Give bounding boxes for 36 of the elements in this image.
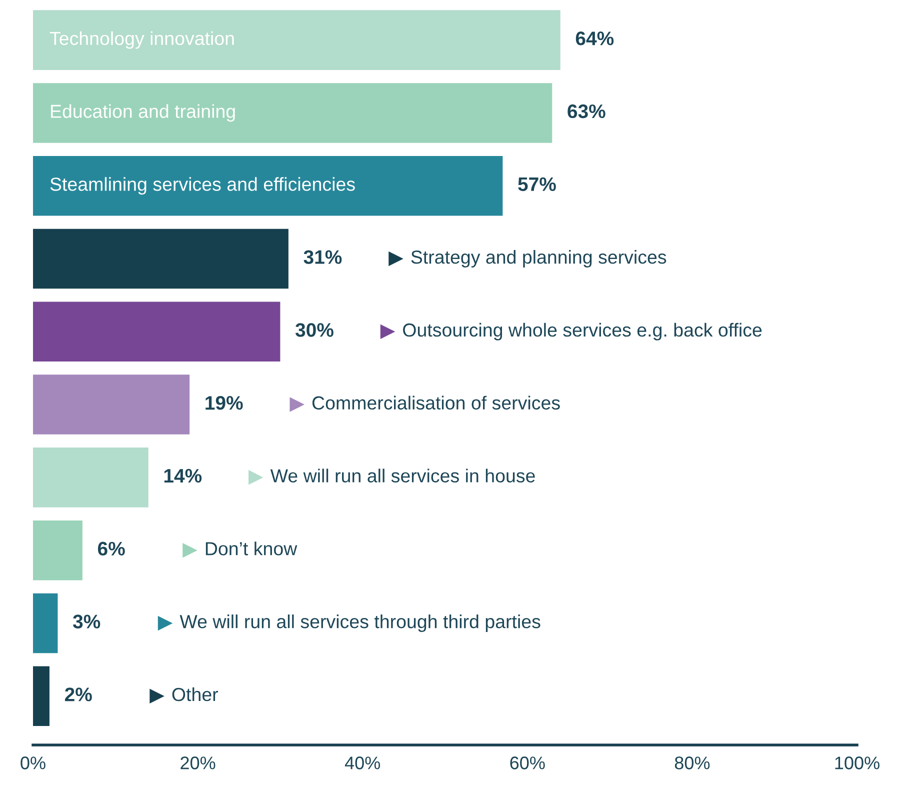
- data-label: 3%: [73, 614, 100, 628]
- bar: [33, 10, 560, 70]
- data-label: 63%: [568, 104, 606, 118]
- y-tick-label: We will run all services in house: [270, 468, 535, 482]
- x-tick-label: 0%: [20, 756, 46, 770]
- data-label: 14%: [164, 468, 202, 483]
- y-tick-label: Don’t know: [206, 542, 298, 556]
- y-tick-label: Commercialisation of services: [312, 396, 560, 410]
- bar: [33, 593, 58, 654]
- data-label: 31%: [304, 250, 342, 264]
- y-tick-label: Education and training: [51, 104, 235, 122]
- bar: [33, 448, 148, 508]
- x-tick-label: 100%: [835, 756, 880, 770]
- y-tick-label: Steamlining services and efficiencies: [50, 177, 355, 195]
- y-tick-label: Other: [172, 687, 218, 702]
- data-label: 19%: [206, 396, 243, 410]
- data-label: 6%: [98, 542, 125, 556]
- x-tick-label: 80%: [674, 756, 710, 770]
- data-label: 57%: [518, 177, 556, 192]
- y-tick-label: Strategy and planning services: [411, 250, 666, 268]
- x-tick-label: 20%: [180, 756, 216, 770]
- bar: [33, 374, 190, 434]
- data-label: 2%: [64, 688, 92, 702]
- data-label: 64%: [576, 32, 614, 46]
- x-tick-label: 40%: [344, 756, 380, 770]
- bar: [33, 302, 280, 362]
- y-tick-label: Technology innovation: [50, 31, 234, 49]
- data-label: 30%: [295, 323, 334, 337]
- y-tick-label: We will run all services through third parties: [180, 614, 540, 632]
- bar: [33, 520, 82, 580]
- bar: [33, 228, 288, 289]
- bar: [33, 156, 503, 216]
- x-tick-label: 60%: [510, 756, 545, 770]
- bar: [33, 666, 50, 726]
- bar: [33, 83, 552, 143]
- y-tick-label: Outsourcing whole services e.g. back office: [403, 322, 762, 340]
